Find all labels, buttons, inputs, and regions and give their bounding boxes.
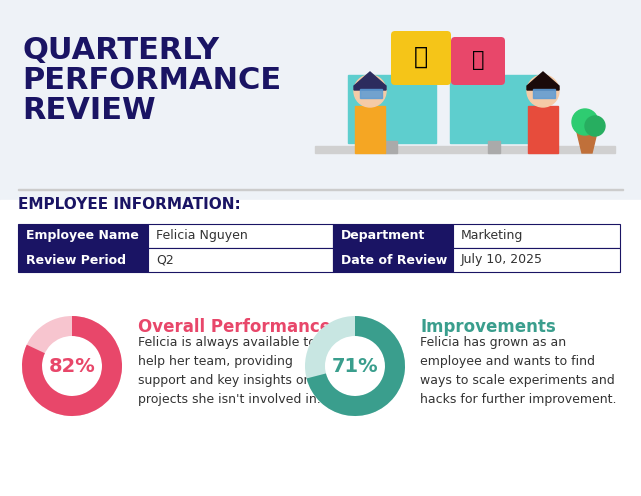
Bar	[488, 141, 500, 153]
Bar	[333, 248, 453, 272]
Polygon shape	[527, 72, 559, 90]
Text: Overall Performance: Overall Performance	[138, 318, 331, 336]
Polygon shape	[354, 72, 386, 90]
Text: REVIEW: REVIEW	[22, 96, 156, 125]
Text: Date of Review: Date of Review	[341, 253, 447, 266]
Bar	[18, 248, 148, 272]
Bar	[360, 89, 382, 98]
Bar	[450, 75, 538, 143]
Text: 71%: 71%	[331, 357, 378, 375]
Text: Q2: Q2	[156, 253, 174, 266]
Wedge shape	[22, 316, 122, 416]
Text: 👎: 👎	[472, 50, 484, 70]
Bar	[453, 248, 620, 272]
Text: PERFORMANCE: PERFORMANCE	[22, 66, 281, 95]
Text: QUARTERLY: QUARTERLY	[22, 36, 219, 65]
Circle shape	[572, 109, 598, 135]
Text: Department: Department	[341, 230, 426, 243]
Text: Marketing: Marketing	[461, 230, 523, 243]
Circle shape	[354, 75, 386, 107]
Bar	[348, 75, 436, 143]
Wedge shape	[306, 316, 405, 416]
FancyBboxPatch shape	[451, 37, 505, 85]
Wedge shape	[305, 316, 405, 416]
Bar	[333, 224, 453, 248]
Polygon shape	[576, 128, 598, 153]
Text: July 10, 2025: July 10, 2025	[461, 253, 543, 266]
Bar	[148, 224, 333, 248]
Bar	[0, 0, 641, 200]
Text: Felicia Nguyen: Felicia Nguyen	[156, 230, 248, 243]
Text: 82%: 82%	[49, 357, 96, 375]
Wedge shape	[22, 316, 122, 416]
FancyBboxPatch shape	[391, 31, 451, 85]
Text: Improvements: Improvements	[420, 318, 556, 336]
Bar	[385, 141, 397, 153]
Circle shape	[585, 116, 605, 136]
Text: Felicia is always available to
help her team, providing
support and key insights: Felicia is always available to help her …	[138, 336, 320, 406]
Bar	[18, 188, 623, 190]
Bar	[533, 89, 555, 98]
Bar	[348, 75, 436, 143]
Polygon shape	[355, 106, 385, 153]
Bar	[453, 224, 620, 248]
Bar	[18, 224, 148, 248]
Bar	[0, 200, 641, 496]
Circle shape	[527, 75, 559, 107]
Bar	[315, 146, 615, 153]
Text: Felicia has grown as an
employee and wants to find
ways to scale experiments and: Felicia has grown as an employee and wan…	[420, 336, 617, 406]
Text: EMPLOYEE INFORMATION:: EMPLOYEE INFORMATION:	[18, 197, 241, 212]
Text: 👍: 👍	[414, 45, 428, 69]
Text: Employee Name: Employee Name	[26, 230, 139, 243]
Bar	[148, 248, 333, 272]
Bar	[450, 75, 538, 143]
Text: Review Period: Review Period	[26, 253, 126, 266]
Polygon shape	[528, 106, 558, 153]
